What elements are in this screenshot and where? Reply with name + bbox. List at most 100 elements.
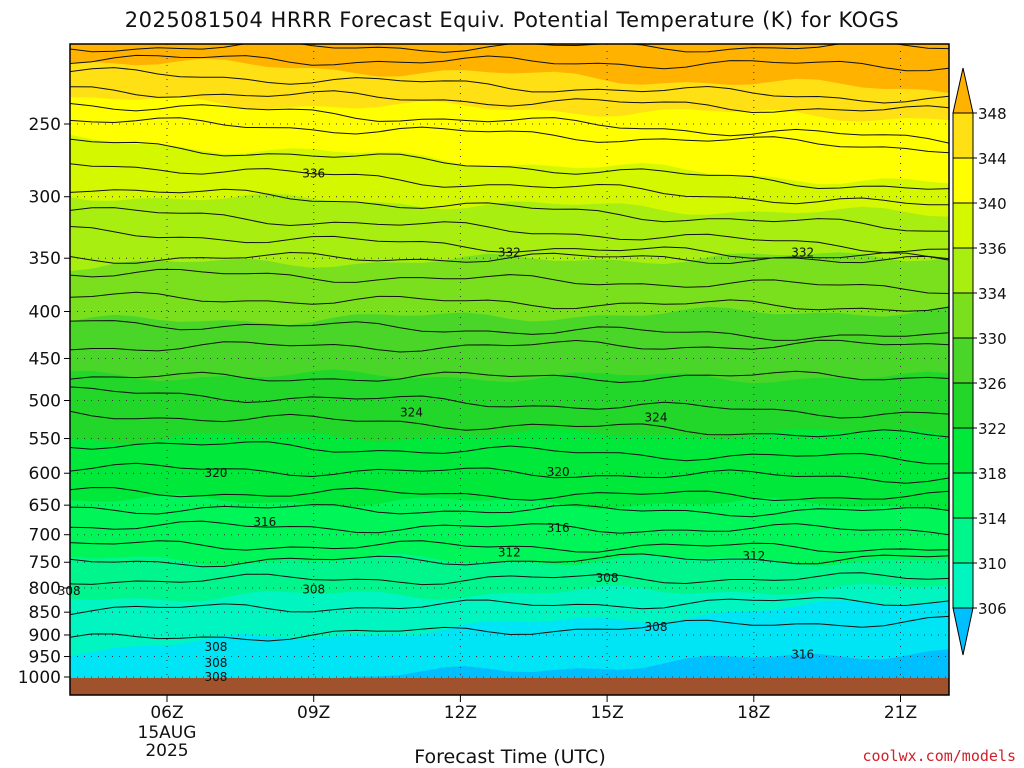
contour-line <box>70 138 949 190</box>
colorbar-segment <box>952 247 974 294</box>
contour-line <box>70 462 949 484</box>
contour-label: 308 <box>204 670 227 684</box>
colorbar-label: 310 <box>978 555 1007 573</box>
contour-label: 316 <box>791 647 814 661</box>
y-tick-label: 750 <box>29 553 61 573</box>
colorbar-label: 348 <box>978 105 1007 123</box>
x-axis-title: Forecast Time (UTC) <box>414 746 606 768</box>
contour-label: 324 <box>645 411 668 425</box>
contour-line <box>70 291 949 312</box>
contour-line <box>70 486 949 502</box>
colorbar-segment <box>952 292 974 339</box>
y-tick-label: 900 <box>29 626 61 646</box>
colorbar-label: 318 <box>978 465 1007 483</box>
contour-line <box>70 520 949 536</box>
x-tick-label: 09Z <box>297 703 330 723</box>
source-credit[interactable]: coolwx.com/models <box>862 747 1016 765</box>
colorbar-label: 336 <box>978 240 1007 258</box>
colorbar-label: 340 <box>978 195 1007 213</box>
y-tick-label: 350 <box>29 249 61 269</box>
contour-line <box>70 540 949 554</box>
contour-line <box>70 163 949 206</box>
y-tick-label: 400 <box>29 302 61 322</box>
contour-label: 308 <box>204 656 227 670</box>
colorbar-label: 334 <box>978 285 1007 303</box>
contour-label: 312 <box>498 546 521 560</box>
contour-line <box>70 103 949 144</box>
y-tick-label: 250 <box>29 115 61 135</box>
contour-lines <box>70 44 949 642</box>
colorbar-arrow-top <box>952 67 974 114</box>
y-tick-label: 700 <box>29 526 61 546</box>
colorbar-segment <box>952 517 974 564</box>
y-tick-label: 850 <box>29 603 61 623</box>
ground-strip <box>70 678 949 695</box>
contour-line <box>70 67 949 104</box>
contour-line <box>70 615 949 642</box>
color-bands <box>70 44 949 695</box>
colorbar-segment <box>952 337 974 384</box>
contour-line <box>70 339 949 353</box>
contour-label: 308 <box>645 620 668 634</box>
contour-line <box>70 44 949 53</box>
colorbar-arrow-bottom <box>952 607 974 656</box>
contour-line <box>70 370 949 384</box>
y-tick-label: 550 <box>29 430 61 450</box>
plot-frame <box>69 43 950 696</box>
colorbar-segment <box>952 382 974 429</box>
contour-label: 308 <box>302 582 325 596</box>
x-tick-label: 21Z <box>884 703 917 723</box>
contour-label: 332 <box>498 245 521 259</box>
contour-line <box>70 320 949 341</box>
colorbar-label: 306 <box>978 600 1007 618</box>
contour-label: 316 <box>547 521 570 535</box>
contour-line <box>70 117 949 154</box>
contour-label: 308 <box>58 584 81 598</box>
contour-line <box>70 86 949 114</box>
x-tick-label: 18Z <box>737 703 770 723</box>
x-tick-label: 12Z <box>444 703 477 723</box>
colorbar-segment <box>952 112 974 159</box>
y-tick-label: 300 <box>29 188 61 208</box>
contour-line <box>70 504 949 518</box>
colorbar-label: 330 <box>978 330 1007 348</box>
colorbar: 348 344 340 336 334 330 326 322 318 314 310 306 <box>952 67 1007 656</box>
x-tick-label: 15Z <box>590 703 623 723</box>
y-tick-label: 500 <box>29 392 61 412</box>
contour-line <box>70 226 949 264</box>
contour-line <box>70 188 949 232</box>
contour-label: 316 <box>253 515 276 529</box>
colorbar-label: 322 <box>978 420 1007 438</box>
contour-line <box>70 251 949 265</box>
contour-line <box>70 268 949 294</box>
x-date-label: 2025 <box>145 741 188 761</box>
contour-label: 312 <box>742 549 765 563</box>
y-tick-label: 450 <box>29 349 61 369</box>
contour-line <box>70 207 949 254</box>
colorbar-label: 326 <box>978 375 1007 393</box>
x-tick-label: 06Z <box>150 703 183 723</box>
y-tick-label: 1000 <box>18 668 61 688</box>
colorbar-segment <box>952 157 974 204</box>
contour-label: 308 <box>596 571 619 585</box>
contour-line <box>70 410 949 438</box>
band-c13 <box>70 44 949 94</box>
y-tick-label: 600 <box>29 464 61 484</box>
colorbar-label: 344 <box>978 150 1007 168</box>
colorbar-segment <box>952 472 974 519</box>
x-date-label: 15AUG <box>138 723 197 743</box>
contour-label: 320 <box>204 466 227 480</box>
y-tick-label: 800 <box>29 579 61 599</box>
contour-line <box>70 553 949 568</box>
contour-label: 336 <box>302 166 325 180</box>
colorbar-segment <box>952 202 974 249</box>
contour-line <box>70 572 949 586</box>
contour-line <box>70 54 949 72</box>
contour-label: 320 <box>547 465 570 479</box>
y-axis: 250 300 350 400 450 500 550 600 650 700 750 800 850 9… <box>18 115 70 688</box>
colorbar-label: 314 <box>978 510 1007 528</box>
